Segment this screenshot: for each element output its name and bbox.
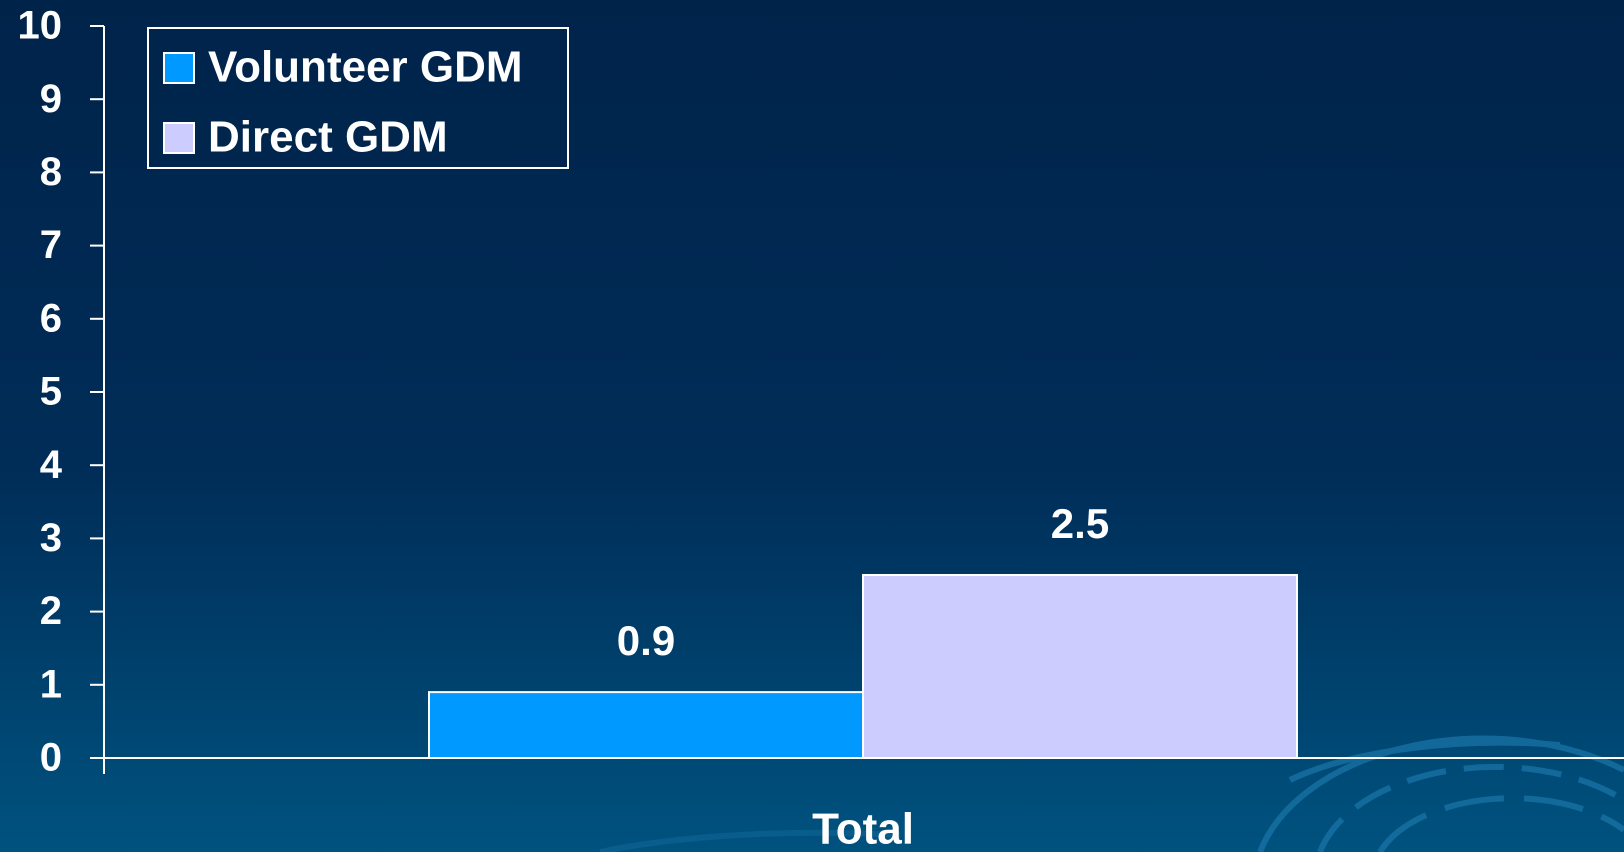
- bar: [428, 691, 864, 759]
- y-tick-label: 9: [40, 77, 62, 121]
- y-tick-label: 1: [40, 662, 62, 706]
- y-tick-label: 10: [18, 4, 63, 48]
- data-label: 2.5: [1051, 500, 1109, 547]
- data-label: 0.9: [617, 617, 675, 664]
- y-tick-label: 5: [40, 370, 62, 414]
- y-tick-label: 4: [40, 443, 63, 487]
- legend-swatch: [163, 52, 195, 84]
- legend-label: Direct GDM: [208, 113, 448, 162]
- legend-label: Volunteer GDM: [208, 43, 523, 92]
- y-tick-label: 2: [40, 589, 62, 633]
- y-tick-label: 3: [40, 516, 62, 560]
- decoration: [599, 735, 1624, 852]
- legend-swatch: [163, 122, 195, 154]
- x-tick-label: Total: [812, 805, 914, 852]
- y-tick-label: 7: [40, 223, 62, 267]
- y-tick-label: 6: [40, 296, 62, 340]
- y-tick-label: 8: [40, 150, 62, 194]
- bar: [862, 574, 1298, 759]
- y-tick-label: 0: [40, 736, 62, 780]
- legend-box: [147, 27, 569, 169]
